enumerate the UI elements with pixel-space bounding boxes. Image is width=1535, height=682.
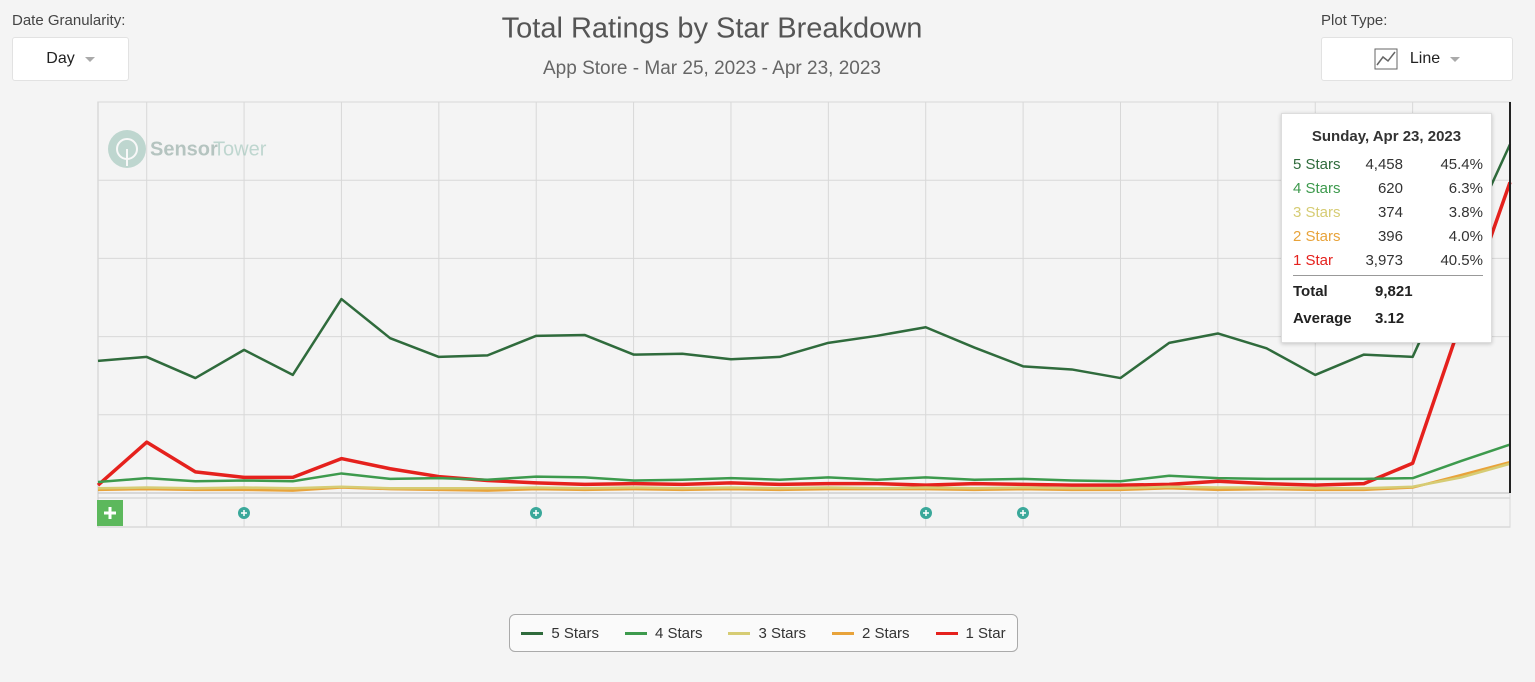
legend-swatch [935,631,958,635]
row-value: 374 [1377,204,1403,221]
row-share: 45.4% [1440,156,1483,173]
legend-item: 4 Stars [624,624,703,642]
tooltip-row: 3 Stars 374 3.8% [1293,204,1483,228]
watermark: Sensor Tower [108,130,267,168]
chart-title: Total Ratings by Star Breakdown [502,13,923,45]
row-share: 6.3% [1448,180,1483,197]
legend-label: 5 Stars [551,624,599,642]
tooltip-row: 1 Star 3,973 40.5% [1293,252,1483,276]
annotation-markers [238,507,1029,519]
granularity-label: Date Granularity: [12,12,126,29]
row-share: 3.8% [1448,204,1483,221]
tooltip-row: 5 Stars 4,458 45.4% [1293,156,1483,180]
legend-label: 1 Star [965,624,1006,642]
average-label: Average [1293,310,1352,327]
watermark-text: Sensor [150,138,218,160]
legend-swatch [832,631,855,635]
row-name: 3 Stars [1293,204,1341,221]
divider [1293,275,1483,276]
plot-type-dropdown[interactable]: 10002000300040005000Mar 28, '23Mar 30, '… [1321,37,1513,81]
tooltip-row: 4 Stars 620 6.3% [1293,180,1483,204]
line-icon: 10002000300040005000Mar 28, '23Mar 30, '… [1374,48,1398,70]
tooltip-row: 2 Stars 396 4.0% [1293,228,1483,252]
legend: 5 Stars 4 Stars 3 Stars 2 Stars 1 Star [509,614,1018,652]
total-value: 9,821 [1375,283,1413,300]
legend-label: 3 Stars [758,624,807,642]
row-value: 396 [1377,228,1403,245]
total-label: Total [1293,283,1328,300]
row-name: 1 Star [1293,252,1334,269]
caret [1450,56,1461,62]
series-line [97,443,1511,484]
series-line [97,143,1512,380]
legend-item: 2 Stars [832,625,910,642]
row-name: 4 Stars [1293,180,1341,197]
chart-subtitle: App Store - Mar 25, 2023 - Apr 23, 2023 [543,58,881,79]
tooltip: Sunday, Apr 23, 2023 5 Stars 4,458 45.4% 4 … [1281,113,1492,343]
legend-swatch [728,631,751,635]
caret [84,56,95,62]
plot-area [97,101,1511,528]
legend-item: 5 Stars [521,625,599,642]
series-line [96,181,1512,487]
series-line [97,462,1511,490]
row-value: 3,973 [1365,252,1403,269]
granularity-value: Day [46,50,75,67]
watermark-text: Tower [213,138,267,160]
row-name: 5 Stars [1293,156,1341,173]
average-value: 3.12 [1375,310,1405,327]
legend-item: 3 Stars [728,625,806,642]
tooltip-total: Total 9,821 [1293,283,1483,307]
tooltip-title: Sunday, Apr 23, 2023 [1311,128,1462,145]
row-share: 40.5% [1440,252,1483,269]
lines [96,143,1512,492]
row-value: 620 [1377,180,1403,197]
legend-swatch [624,631,647,635]
legend-swatch [521,631,544,635]
legend-label: 4 Stars [654,624,703,642]
row-name: 2 Stars [1293,228,1341,245]
legend-item: 1 Star [935,624,1006,642]
granularity-dropdown[interactable]: Day [12,37,129,81]
legend-label: 2 Stars [862,624,910,642]
plot-type-label: Plot Type: [1321,12,1388,29]
row-value: 4,458 [1365,156,1403,173]
row-share: 4.0% [1448,228,1483,245]
plus-icon [104,507,116,519]
tooltip-average: Average 3.12 [1293,310,1483,334]
plot-type-value: Line [1409,50,1441,67]
